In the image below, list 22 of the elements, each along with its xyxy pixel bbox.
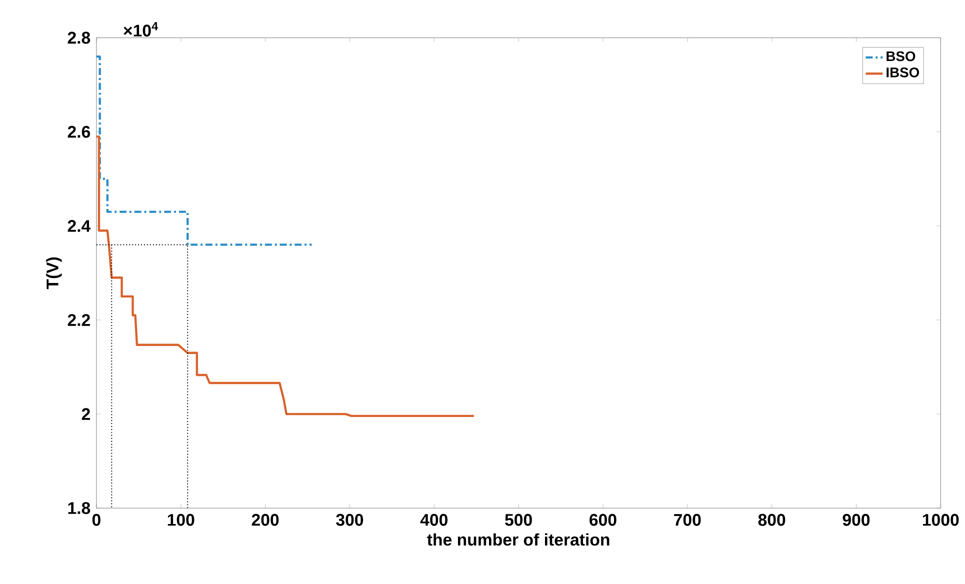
legend-label: BSO xyxy=(886,51,916,62)
x-tick-label: 900 xyxy=(842,514,870,526)
y-tick-label: 1.8 xyxy=(68,502,90,514)
y-tick-label: 2 xyxy=(82,408,90,420)
y-tick-label: 2.2 xyxy=(68,314,90,326)
x-tick-label: 500 xyxy=(505,514,532,526)
y-tick-label: 2.6 xyxy=(68,126,90,138)
x-tick-label: 700 xyxy=(674,514,701,526)
y-axis-title: T(V) xyxy=(46,258,62,290)
x-tick-label: 300 xyxy=(336,514,364,526)
x-tick-label: 800 xyxy=(758,514,786,526)
x-tick-label: 600 xyxy=(590,514,616,526)
legend-label: IBSO xyxy=(886,68,920,78)
y-tick-label: 2.4 xyxy=(68,220,91,232)
x-tick-label: 0 xyxy=(92,514,100,526)
text: ×10$^{4}$ xyxy=(124,22,158,37)
x-tick-label: 200 xyxy=(252,514,279,526)
y-tick-label: 2.8 xyxy=(68,32,90,44)
x-tick-label: 1000 xyxy=(922,514,959,526)
x-axis-title: the number of iteration xyxy=(427,533,610,546)
x-tick-label: 400 xyxy=(420,514,448,526)
x-tick-label: 100 xyxy=(168,514,194,526)
